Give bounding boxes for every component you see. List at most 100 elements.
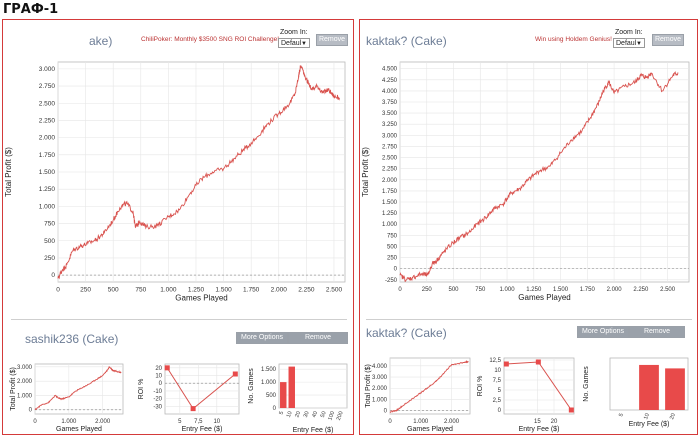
y-axis-label: No. Games xyxy=(248,368,255,404)
right-sub-remove-button[interactable]: Remove xyxy=(629,326,685,338)
y-tick-label: 0 xyxy=(159,381,163,387)
x-tick-label: 1.000 xyxy=(413,419,429,425)
x-tick-label: 1.000 xyxy=(61,419,77,425)
left-small-profit-chart: 01.0002.0003.0000 1.000 2.000Games PlayedT… xyxy=(7,358,127,434)
x-tick-label: 20 xyxy=(294,411,302,419)
roi-point xyxy=(504,362,509,367)
x-axis-label: Entry Fee ($) xyxy=(182,426,223,433)
y-axis-label: ROI % xyxy=(477,376,484,397)
left-sub-remove-button[interactable]: Remove xyxy=(288,332,348,344)
x-tick-label: 10 xyxy=(213,419,220,425)
y-tick-label: 0 xyxy=(394,267,398,273)
y-tick-label: -10 xyxy=(153,389,162,395)
y-tick-label: 1.000 xyxy=(39,203,56,210)
right-sub-player-name[interactable]: kaktak? (Cake) xyxy=(366,326,447,340)
x-tick-label: 1.750 xyxy=(243,287,260,294)
right-main-chart: -25002505007501.0001.2501.5001.7502.0002… xyxy=(360,54,697,326)
x-tick-label: 250 xyxy=(80,287,91,294)
x-tick-label: 1.750 xyxy=(580,287,596,293)
y-tick-label: 1.250 xyxy=(39,186,56,193)
left-player-name[interactable]: ake) xyxy=(89,34,112,48)
x-tick-label: 2.500 xyxy=(660,287,676,293)
y-tick-label: 750 xyxy=(387,233,398,239)
x-tick-label: 1.500 xyxy=(215,287,232,294)
y-tick-label: 1.000 xyxy=(382,222,398,228)
x-tick-label: 30 xyxy=(303,411,311,419)
y-axis-label: Total Profit ($) xyxy=(361,147,370,197)
y-axis-label: ROI % xyxy=(138,379,145,400)
x-tick-label: 1.250 xyxy=(188,287,205,294)
left-remove-button[interactable]: Remove xyxy=(316,34,348,46)
x-tick-label: 7,5 xyxy=(194,419,203,425)
y-tick-label: -30 xyxy=(153,404,162,410)
x-tick-label: 2.000 xyxy=(95,419,111,425)
y-tick-label: 2.750 xyxy=(382,144,398,150)
plot-area xyxy=(504,358,574,414)
y-tick-label: 2.000 xyxy=(39,135,56,142)
plot-area xyxy=(400,62,689,282)
y-tick-label: 2.750 xyxy=(39,83,56,90)
y-tick-label: 4.000 xyxy=(382,89,398,95)
y-tick-label: 250 xyxy=(387,256,398,262)
right-zoom-value: Defaul xyxy=(616,40,636,47)
y-tick-label: 2.500 xyxy=(382,156,398,162)
x-tick-label: 0 xyxy=(56,287,60,294)
chevron-down-icon: ▼ xyxy=(301,39,307,49)
y-tick-label: 2,5 xyxy=(493,398,502,404)
y-tick-label: 1.500 xyxy=(261,367,277,373)
y-axis-label: Total Profit ($) xyxy=(4,147,13,197)
y-tick-label: 3.000 xyxy=(372,375,388,381)
y-tick-label: 0 xyxy=(273,406,277,412)
y-tick-label: -20 xyxy=(153,397,162,403)
y-tick-label: 3.000 xyxy=(382,133,398,139)
left-main-chart: 0 250 500 750 1.000 1.250 1.500 1.750 2.000 2.250… xyxy=(3,54,353,326)
right-small-games-chart: 5 10 20Entry Fee ($)No. Games xyxy=(580,352,694,434)
y-tick-label: 500 xyxy=(266,393,277,399)
x-axis-label: Games Played xyxy=(518,293,570,302)
x-tick-label: 500 xyxy=(449,287,460,293)
left-zoom-select[interactable]: Defaul ▼ xyxy=(278,38,310,48)
y-tick-label: 3.250 xyxy=(382,122,398,128)
x-tick-label: 20 xyxy=(551,419,558,425)
x-axis-label: Entry Fee ($) xyxy=(629,421,670,428)
y-axis-label: Total Profit ($) xyxy=(365,364,372,408)
right-player-name[interactable]: kaktak? (Cake) xyxy=(366,34,447,48)
left-promo-link[interactable]: ChiliPoker: Monthly $3500 SNG ROI Challe… xyxy=(141,36,279,43)
y-tick-label: 3.000 xyxy=(39,66,56,73)
y-tick-label: 2.500 xyxy=(39,100,56,107)
y-tick-label: 500 xyxy=(44,238,55,245)
x-tick-label: 750 xyxy=(475,287,486,293)
y-tick-label: 750 xyxy=(44,221,55,228)
right-more-options-button[interactable]: More Options xyxy=(577,326,629,338)
y-tick-label: 4.250 xyxy=(382,78,398,84)
chevron-down-icon: ▼ xyxy=(636,39,642,49)
x-tick-label: 250 xyxy=(422,287,433,293)
right-zoom-select[interactable]: Defaul ▼ xyxy=(613,38,645,48)
bar xyxy=(639,365,659,410)
y-tick-label: 10 xyxy=(494,368,501,374)
y-tick-label: 3.000 xyxy=(17,365,33,371)
x-tick-label: 200 xyxy=(336,411,345,422)
left-sub-player-name[interactable]: sashik236 (Cake) xyxy=(25,332,118,346)
x-tick-label: 2.000 xyxy=(271,287,288,294)
roi-point xyxy=(536,360,541,365)
x-tick-label: 0 xyxy=(33,419,37,425)
y-tick-label: 1.000 xyxy=(17,393,33,399)
right-zoom-label: Zoom In: xyxy=(615,29,643,36)
x-tick-label: 2.500 xyxy=(326,287,343,294)
x-tick-label: 2.000 xyxy=(444,419,460,425)
left-zoom-label: Zoom In: xyxy=(280,29,308,36)
left-divider xyxy=(11,319,347,320)
y-tick-label: 0 xyxy=(384,409,388,415)
y-tick-label: 1.000 xyxy=(372,397,388,403)
x-tick-label: 0 xyxy=(388,419,392,425)
right-remove-button[interactable]: Remove xyxy=(652,34,684,46)
right-promo-link[interactable]: Win using Holdem Genius! xyxy=(535,36,612,43)
y-tick-label: 1.000 xyxy=(261,380,277,386)
y-tick-label: 2.000 xyxy=(382,178,398,184)
roi-point xyxy=(569,408,574,413)
y-tick-label: 4.000 xyxy=(372,364,388,370)
left-more-options-button[interactable]: More Options xyxy=(236,332,288,344)
